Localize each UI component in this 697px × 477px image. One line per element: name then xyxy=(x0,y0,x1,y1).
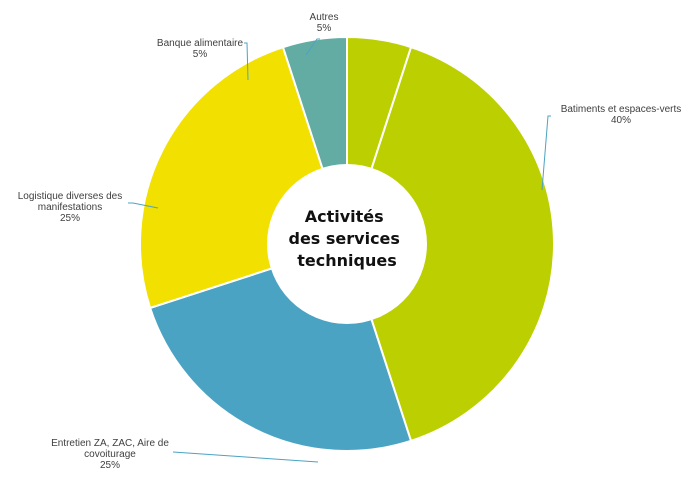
slice-label: Banque alimentaire 5% xyxy=(157,38,244,60)
slice-label-line: covoiturage xyxy=(84,449,136,460)
center-hole xyxy=(267,164,427,324)
slice-label-line: Banque alimentaire xyxy=(157,38,244,49)
slice-labels-layer: Batiments et espaces-verts 40% Entretien Z… xyxy=(18,12,682,471)
chart-title-line: Activités xyxy=(305,207,384,226)
leader-line xyxy=(172,451,319,463)
leader-line xyxy=(541,115,551,191)
slice-label: Logistique diverses des manifestations 25% xyxy=(18,191,123,224)
chart-title-line: des services xyxy=(288,229,399,248)
slice-label-line: Entretien ZA, ZAC, Aire de xyxy=(51,438,169,449)
leader-line xyxy=(244,42,249,81)
leader-line xyxy=(128,202,159,209)
chart-title: Activités des services techniques xyxy=(288,207,405,270)
slice-label: Batiments et espaces-verts 40% xyxy=(561,104,682,126)
slice-label: Entretien ZA, ZAC, Aire de covoiturage 25% xyxy=(51,438,169,471)
slice-label: Autres 5% xyxy=(310,12,339,34)
slices-layer xyxy=(139,35,556,452)
slice-percent-label: 40% xyxy=(611,115,631,126)
leader-line xyxy=(305,38,320,56)
slice-percent-label: 5% xyxy=(317,23,332,34)
slice-label-line: Batiments et espaces-verts xyxy=(561,104,682,115)
slice-percent-label: 25% xyxy=(100,460,120,471)
slice-percent-label: 5% xyxy=(193,49,208,60)
slice-label-line: manifestations xyxy=(38,202,102,213)
leader-lines-layer xyxy=(128,38,551,463)
slice-percent-label: 25% xyxy=(60,213,80,224)
chart-title-line: techniques xyxy=(297,251,396,270)
pie-slice xyxy=(345,45,556,443)
slice-label-line: Autres xyxy=(310,12,339,23)
slice-label-line: Logistique diverses des xyxy=(18,191,123,202)
